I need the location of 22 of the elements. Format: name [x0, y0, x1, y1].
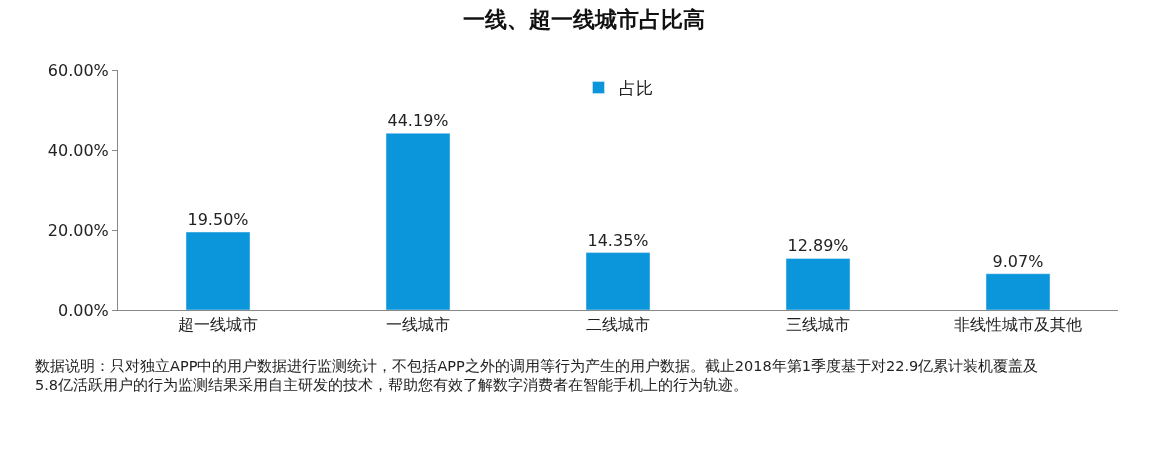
data-label: 9.07%	[992, 251, 1044, 271]
data-label: 19.50%	[187, 210, 249, 229]
data-label: 14.35%	[587, 230, 649, 250]
x-tick-label: 超一线城市	[178, 315, 258, 335]
data-label: 12.89%	[787, 236, 849, 256]
bar	[385, 132, 451, 310]
bar	[785, 258, 851, 310]
y-tick-label: 40.00%	[47, 140, 109, 160]
x-tick-label: 一线城市	[386, 315, 450, 335]
bar	[185, 231, 251, 310]
bar	[585, 252, 651, 310]
data-label: 44.19%	[387, 111, 449, 131]
y-tick-label: 20.00%	[47, 220, 109, 240]
x-tick-label: 二线城市	[586, 315, 650, 335]
text: 数据说明：只对独立APP中的用户数据进行监测统计，不包括APP之外的调用等行为产生的用户数据。截止2018年第1季度基于对22.9亿累计装机覆盖及5.8亿活跃用户的行为监测结果采用自主研发的技术，帮助您有效了解数字消费者在智能手机上的行为轨迹。	[35, 358, 1039, 393]
legend-label: 占比	[618, 78, 653, 99]
x-tick-label: 三线城市	[786, 315, 850, 335]
x-tick-label: 非线性城市及其他	[954, 315, 1082, 335]
y-tick-label: 0.00%	[57, 300, 109, 320]
bar	[985, 273, 1051, 310]
chart-title: 一线、超一线城市占比高	[463, 6, 705, 32]
y-tick-label: 60.00%	[47, 60, 109, 80]
